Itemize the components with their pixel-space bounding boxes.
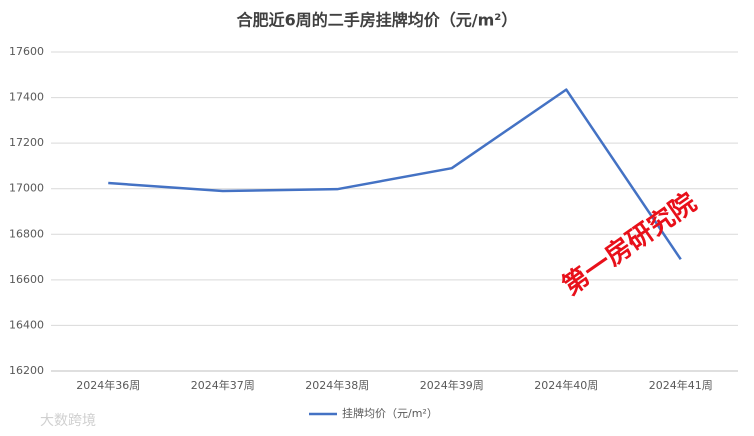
- y-tick-label: 17000: [9, 182, 44, 195]
- x-tick-label: 2024年39周: [420, 378, 484, 392]
- x-tick-label: 2024年40周: [534, 378, 598, 392]
- legend-label: 挂牌均价（元/m²）: [342, 406, 438, 420]
- y-tick-label: 16200: [9, 364, 44, 377]
- chart-title: 合肥近6周的二手房挂牌均价（元/m²）: [237, 11, 518, 30]
- y-tick-label: 16600: [9, 273, 44, 286]
- y-tick-label: 17600: [9, 45, 44, 58]
- x-tick-label: 2024年36周: [76, 378, 140, 392]
- line: [108, 88, 682, 261]
- y-tick-label: 16800: [9, 227, 44, 240]
- x-tick-label: 2024年37周: [191, 378, 255, 392]
- x-tick-label: 2024年41周: [649, 378, 713, 392]
- watermark: 大数跨境: [40, 413, 96, 429]
- y-tick-label: 17400: [9, 91, 44, 104]
- y-tick-label: 17200: [9, 136, 44, 149]
- x-tick-label: 2024年38周: [305, 378, 369, 392]
- y-tick-label: 16400: [9, 318, 44, 331]
